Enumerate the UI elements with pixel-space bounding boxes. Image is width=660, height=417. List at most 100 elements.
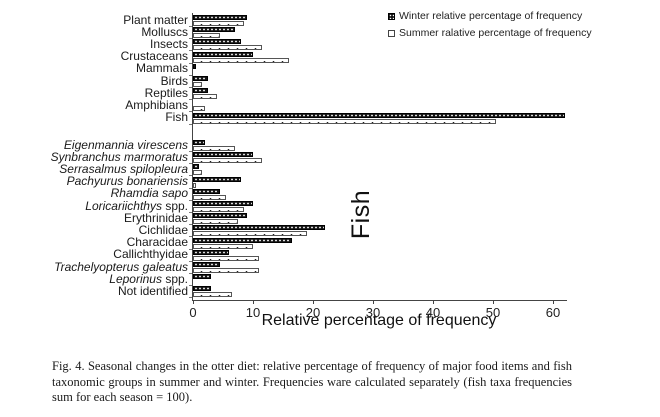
bar-winter [193, 188, 220, 194]
x-tick-label: 30 [365, 305, 381, 320]
bar-summer [193, 106, 205, 112]
x-tick [252, 300, 254, 304]
y-axis-line [192, 13, 193, 300]
y-category-tick [189, 297, 192, 299]
bar-winter [193, 262, 220, 267]
x-tick-label: 10 [245, 305, 261, 320]
legend-item-winter: Winter relative percentage of frequency [388, 10, 592, 22]
category-label: Crustaceans [120, 49, 188, 64]
bar-summer [193, 146, 235, 151]
category-label: Leporinus spp. [109, 271, 188, 286]
bar-winter [193, 27, 235, 33]
y-category-tick [189, 187, 192, 189]
bar-winter [193, 76, 208, 81]
bar-summer [193, 82, 202, 87]
x-tick [312, 300, 314, 304]
bar-summer [193, 182, 196, 188]
bar-winter [193, 51, 253, 57]
bar-summer [193, 118, 496, 124]
y-category-tick [189, 62, 192, 64]
x-tick [372, 300, 374, 304]
bar-winter [193, 88, 208, 94]
y-category-tick [189, 26, 192, 27]
category-label: Callichthyidae [113, 247, 188, 262]
y-category-tick [189, 38, 192, 40]
category-label: Birds [160, 73, 188, 88]
bar-summer [193, 255, 259, 261]
bar-summer [193, 94, 217, 100]
y-category-tick [189, 123, 192, 125]
y-category-tick [189, 74, 192, 76]
bar-summer [193, 194, 226, 200]
category-label: Insects [149, 36, 188, 51]
category-label: Pachyurus bonariensis [66, 174, 188, 189]
bar-winter [193, 274, 211, 280]
bar-winter [193, 213, 247, 219]
bar-winter [193, 286, 211, 292]
y-category-tick [189, 248, 192, 250]
bar-winter [193, 164, 199, 170]
category-label: Synbranchus marmoratus [50, 149, 188, 164]
category-label: Fish [165, 110, 188, 125]
y-category-tick [189, 224, 192, 226]
category-label: Characidae [126, 235, 188, 250]
y-category-tick [189, 285, 192, 287]
y-category-tick [189, 212, 192, 213]
bar-winter [193, 63, 196, 69]
category-label: Amphibians [125, 97, 188, 112]
category-label: Serrasalmus spilopleura [59, 161, 188, 176]
bar-summer [193, 268, 259, 273]
y-category-tick [189, 260, 192, 262]
x-tick [492, 300, 494, 304]
plot-area: Relative percentage of frequency Fish Pl… [50, 12, 567, 329]
bar-summer [193, 243, 253, 249]
y-category-tick [189, 236, 192, 238]
winter-swatch-icon [388, 12, 395, 20]
category-label: Mammals [135, 61, 188, 76]
x-axis-line [192, 300, 567, 301]
bar-summer [193, 57, 289, 63]
summer-swatch-icon [388, 29, 395, 37]
bar-summer [193, 45, 262, 51]
category-label: Erythrinidae [123, 210, 188, 225]
x-tick [432, 300, 434, 304]
x-tick [552, 300, 554, 304]
bar-winter [193, 201, 253, 206]
x-tick-label: 60 [545, 305, 561, 320]
bar-summer [193, 33, 220, 39]
bar-winter [193, 140, 205, 145]
legend-label-summer: Summer ralative percentage of frequency [399, 27, 592, 39]
y-category-tick [189, 99, 192, 101]
bar-summer [193, 170, 202, 176]
bar-summer [193, 231, 307, 237]
y-category-tick [189, 111, 192, 113]
x-tick-label: 50 [485, 305, 501, 320]
bar-winter [193, 152, 253, 158]
legend-label-winter: Winter relative percentage of frequency [399, 10, 583, 22]
bar-summer [193, 292, 232, 298]
bar-winter [193, 15, 247, 20]
bar-winter [193, 112, 565, 118]
category-label: Rhamdia sapo [110, 186, 188, 201]
category-label: Cichlidae [138, 222, 188, 237]
x-tick [192, 300, 194, 304]
x-axis-title: Relative percentage of frequency [261, 312, 497, 329]
x-tick-label: 40 [425, 305, 441, 320]
bar-winter [193, 249, 229, 255]
bar-winter [193, 39, 241, 45]
category-label: Reptiles [144, 85, 188, 100]
bar-winter [193, 237, 292, 243]
category-label: Plant matter [123, 12, 188, 27]
y-category-tick [189, 175, 192, 177]
x-tick-label: 20 [305, 305, 321, 320]
y-category-tick [189, 87, 192, 88]
bar-summer [193, 219, 238, 225]
category-label: Molluscs [141, 24, 188, 39]
figure-caption: Fig. 4. Seasonal changes in the otter di… [52, 359, 572, 404]
bar-winter [193, 176, 241, 182]
category-label: Loricariichthys spp. [85, 198, 188, 213]
y-category-tick [189, 273, 192, 274]
category-label: Trachelyopterus galeatus [54, 259, 188, 274]
y-category-tick [189, 163, 192, 165]
